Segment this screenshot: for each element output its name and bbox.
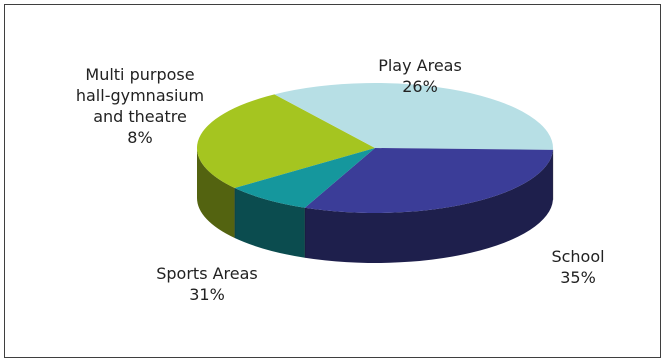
- pie-label-multi-purpose-hall-gymnasium-and-theatre: Multi purpose hall-gymnasium and theatre 8%: [76, 65, 204, 147]
- pie-top-layer: [196, 83, 553, 214]
- pie-label-sports-areas: Sports Areas 31%: [156, 264, 258, 304]
- pie-side-multi-purpose-hall-gymnasium-and-theatre: [234, 188, 305, 258]
- pie-value-label: 26%: [402, 77, 438, 96]
- pie-name-label: Sports Areas: [156, 264, 258, 283]
- pie-slice-multi-purpose-hall-gymnasium-and-theatre: [234, 148, 375, 208]
- pie-label-layer: Play Areas 26% School 35% Sports Areas 31% Mul…: [76, 56, 605, 304]
- pie-value-label: 31%: [189, 285, 225, 304]
- pie-name-label: hall-gymnasium: [76, 86, 204, 105]
- pie-value-label: 35%: [560, 268, 596, 287]
- pie-name-label: Multi purpose: [85, 65, 194, 84]
- pie-name-label: School: [551, 247, 604, 266]
- pie-side-play-areas: [197, 148, 235, 239]
- pie-slice-sports-areas: [304, 148, 553, 214]
- pie-slice-school: [274, 83, 553, 150]
- pie-side-layer: [197, 148, 554, 264]
- pie-name-label: Play Areas: [378, 56, 462, 75]
- pie-label-play-areas: Play Areas 26%: [378, 56, 462, 96]
- pie-side-sports-areas: [304, 149, 553, 264]
- pie-name-label: and theatre: [93, 107, 187, 126]
- pie-slice-play-areas: [196, 94, 375, 189]
- pie-label-school: School 35%: [551, 247, 604, 287]
- pie-value-label: 8%: [127, 128, 152, 147]
